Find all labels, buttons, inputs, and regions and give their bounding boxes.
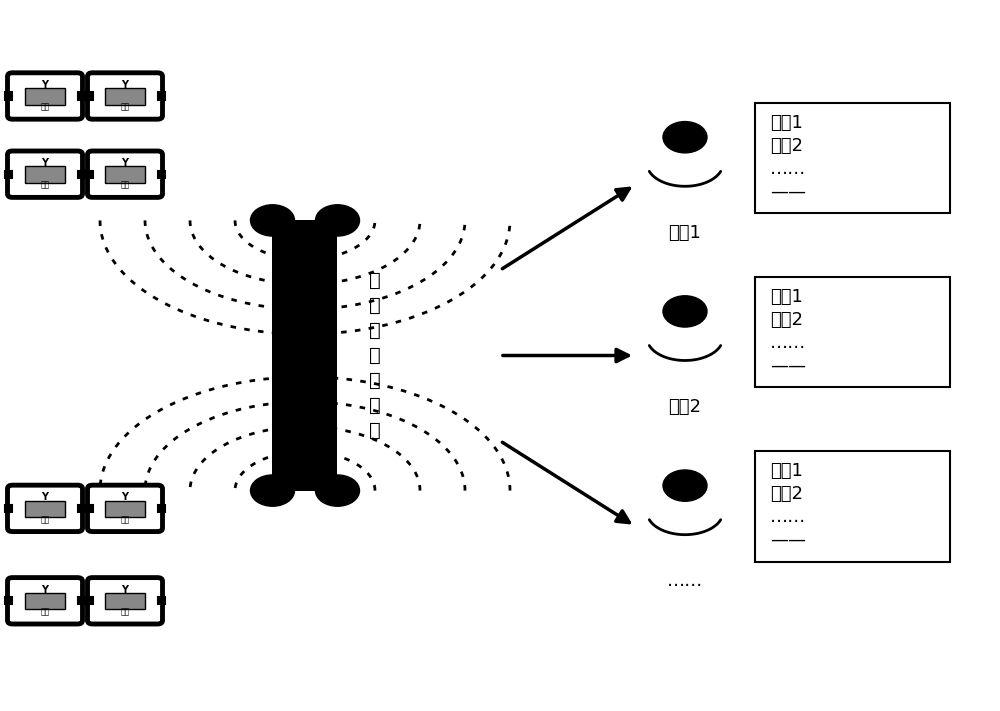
Text: 任务1
任务2
……
——: 任务1 任务2 …… —— (770, 288, 806, 375)
Circle shape (663, 122, 707, 153)
FancyBboxPatch shape (25, 501, 65, 517)
Text: Y: Y (122, 80, 128, 90)
FancyBboxPatch shape (755, 451, 950, 562)
FancyBboxPatch shape (105, 501, 145, 517)
Text: 任务1
任务2
……
——: 任务1 任务2 …… —— (770, 462, 806, 549)
FancyBboxPatch shape (88, 577, 162, 624)
FancyBboxPatch shape (85, 505, 92, 512)
FancyBboxPatch shape (78, 505, 85, 512)
FancyBboxPatch shape (158, 171, 165, 178)
FancyBboxPatch shape (78, 92, 85, 100)
FancyBboxPatch shape (78, 597, 85, 604)
Text: Y: Y (42, 158, 48, 169)
Text: 器件: 器件 (120, 102, 130, 112)
FancyBboxPatch shape (88, 73, 162, 119)
Circle shape (663, 470, 707, 501)
Circle shape (250, 205, 294, 236)
Text: 用户2: 用户2 (668, 398, 702, 416)
FancyBboxPatch shape (7, 485, 82, 532)
Text: 控
制
中
心
服
务
器: 控 制 中 心 服 务 器 (369, 271, 381, 440)
FancyBboxPatch shape (88, 485, 162, 532)
FancyBboxPatch shape (5, 171, 12, 178)
Circle shape (250, 475, 294, 506)
Text: 器件: 器件 (120, 607, 130, 616)
FancyBboxPatch shape (272, 220, 337, 491)
FancyBboxPatch shape (7, 73, 82, 119)
Circle shape (316, 205, 360, 236)
FancyBboxPatch shape (85, 171, 92, 178)
FancyBboxPatch shape (5, 505, 12, 512)
FancyBboxPatch shape (85, 597, 92, 604)
Text: Y: Y (122, 158, 128, 169)
FancyBboxPatch shape (88, 151, 162, 198)
FancyBboxPatch shape (5, 92, 12, 100)
Circle shape (663, 296, 707, 327)
FancyBboxPatch shape (105, 593, 145, 609)
FancyBboxPatch shape (5, 597, 12, 604)
FancyBboxPatch shape (25, 166, 65, 183)
Text: Y: Y (42, 492, 48, 503)
FancyBboxPatch shape (755, 277, 950, 387)
Text: ……: …… (667, 572, 703, 590)
FancyBboxPatch shape (158, 597, 165, 604)
FancyBboxPatch shape (755, 103, 950, 213)
FancyBboxPatch shape (7, 151, 82, 198)
Text: Y: Y (122, 492, 128, 503)
Circle shape (316, 475, 360, 506)
Text: 器件: 器件 (40, 607, 50, 616)
Text: 用户1: 用户1 (669, 224, 701, 242)
Text: 器件: 器件 (120, 515, 130, 524)
FancyBboxPatch shape (25, 88, 65, 105)
FancyBboxPatch shape (158, 92, 165, 100)
Text: Y: Y (42, 80, 48, 90)
Text: 任务1
任务2
……
——: 任务1 任务2 …… —— (770, 114, 806, 201)
Text: Y: Y (122, 584, 128, 595)
FancyBboxPatch shape (25, 593, 65, 609)
Text: 器件: 器件 (40, 181, 50, 190)
Text: 器件: 器件 (40, 102, 50, 112)
FancyBboxPatch shape (7, 577, 82, 624)
FancyBboxPatch shape (105, 88, 145, 105)
Text: 器件: 器件 (120, 181, 130, 190)
FancyBboxPatch shape (158, 505, 165, 512)
Text: Y: Y (42, 584, 48, 595)
FancyBboxPatch shape (105, 166, 145, 183)
FancyBboxPatch shape (78, 171, 85, 178)
Text: 器件: 器件 (40, 515, 50, 524)
FancyBboxPatch shape (85, 92, 92, 100)
